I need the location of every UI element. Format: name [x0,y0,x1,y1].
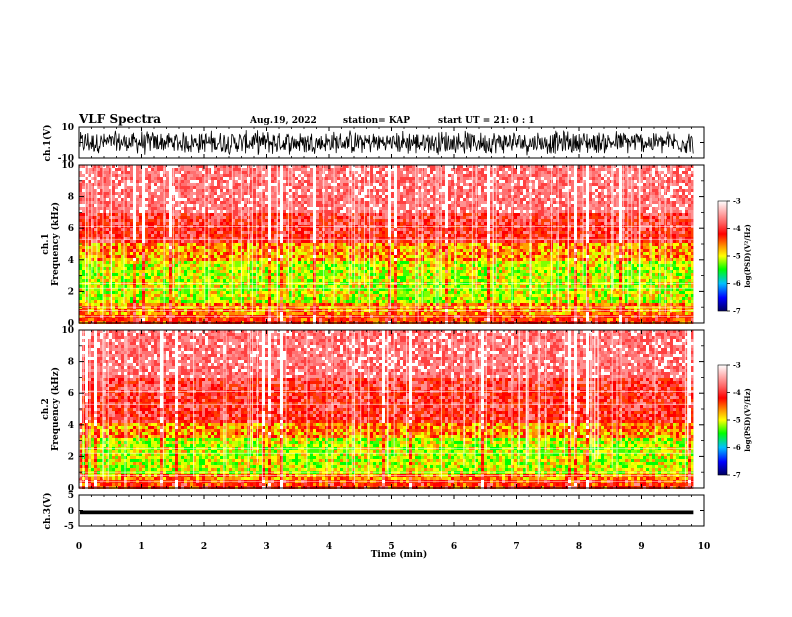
spec-ytick-label: 10 [61,326,74,336]
colorbar-tick-label: -3 [733,361,741,370]
colorbar-tick-label: -7 [733,307,741,316]
ch2-spectrogram-image [79,330,693,489]
x-tick-label: 10 [698,542,711,552]
start-time-label: start UT = 21: 0 : 1 [438,116,535,126]
ch3-waveform-band [80,511,693,515]
x-axis-label: Time (min) [371,549,428,560]
spec-ytick-label: 10 [61,161,74,171]
x-tick-label: 4 [326,542,332,552]
x-tick-label: 0 [76,542,82,552]
spec-ytick-label: 4 [68,256,74,266]
spec-ytick-label: 8 [68,193,74,203]
ch1-spectrogram-image [79,165,693,324]
colorbar-tick-label: -6 [733,443,741,452]
ch1-spec-ylabel-channel: ch.1 [41,233,51,254]
colorbar-ch1-gradient [718,201,727,311]
x-tick-label: 7 [513,542,519,552]
colorbar-ch2-label: log(PSD)(V²/Hz) [743,388,752,452]
ch3-ytick-top: 5 [68,491,74,501]
colorbar-ch1: -3 -4 -5 -6 -7 log(PSD)(V²/Hz) [718,197,752,316]
spec-ytick-label: 6 [68,389,74,399]
spec-ytick-label: 2 [68,452,74,462]
spec-ytick-label: 8 [68,358,74,368]
figure-title: VLF Spectra [78,112,161,126]
colorbar-tick-label: -5 [733,252,741,261]
figure-date: Aug.19, 2022 [249,116,317,126]
spec-ytick-label: 4 [68,421,74,431]
colorbar-tick-label: -4 [733,388,741,397]
x-tick-label: 3 [263,542,269,552]
ch3-ylabel: ch.3(V) [42,493,53,530]
x-tick-label: 1 [138,542,144,552]
ch2-spec-ylabel-channel: ch.2 [41,398,51,419]
ch1-waveform-line [80,130,693,155]
ch1-ylabel: ch.1(V) [42,125,53,162]
x-tick-label: 2 [201,542,207,552]
colorbar-tick-label: -7 [733,471,741,480]
station-label: station= KAP [343,116,410,126]
ch1-ytick-top: 10 [61,123,74,133]
colorbar-ch1-label: log(PSD)(V²/Hz) [743,224,752,288]
colorbar-ch2: -3 -4 -5 -6 -7 log(PSD)(V²/Hz) [718,361,752,480]
x-tick-label: 9 [638,542,644,552]
colorbar-ch2-gradient [718,365,727,475]
x-tick-label: 8 [576,542,582,552]
spec-ytick-label: 2 [68,287,74,297]
x-tick-label: 6 [451,542,457,552]
ch2-spec-ylabel-freq: Frequency (kHz) [50,367,61,451]
colorbar-tick-label: -6 [733,279,741,288]
colorbar-tick-label: -3 [733,197,741,206]
ch3-ytick-bottom: -5 [64,522,74,532]
spec-ytick-label: 6 [68,224,74,234]
colorbar-tick-label: -4 [733,224,741,233]
colorbar-tick-label: -5 [733,416,741,425]
ch3-ytick-mid: 0 [68,507,74,517]
ch1-spec-ylabel-freq: Frequency (kHz) [50,202,61,286]
